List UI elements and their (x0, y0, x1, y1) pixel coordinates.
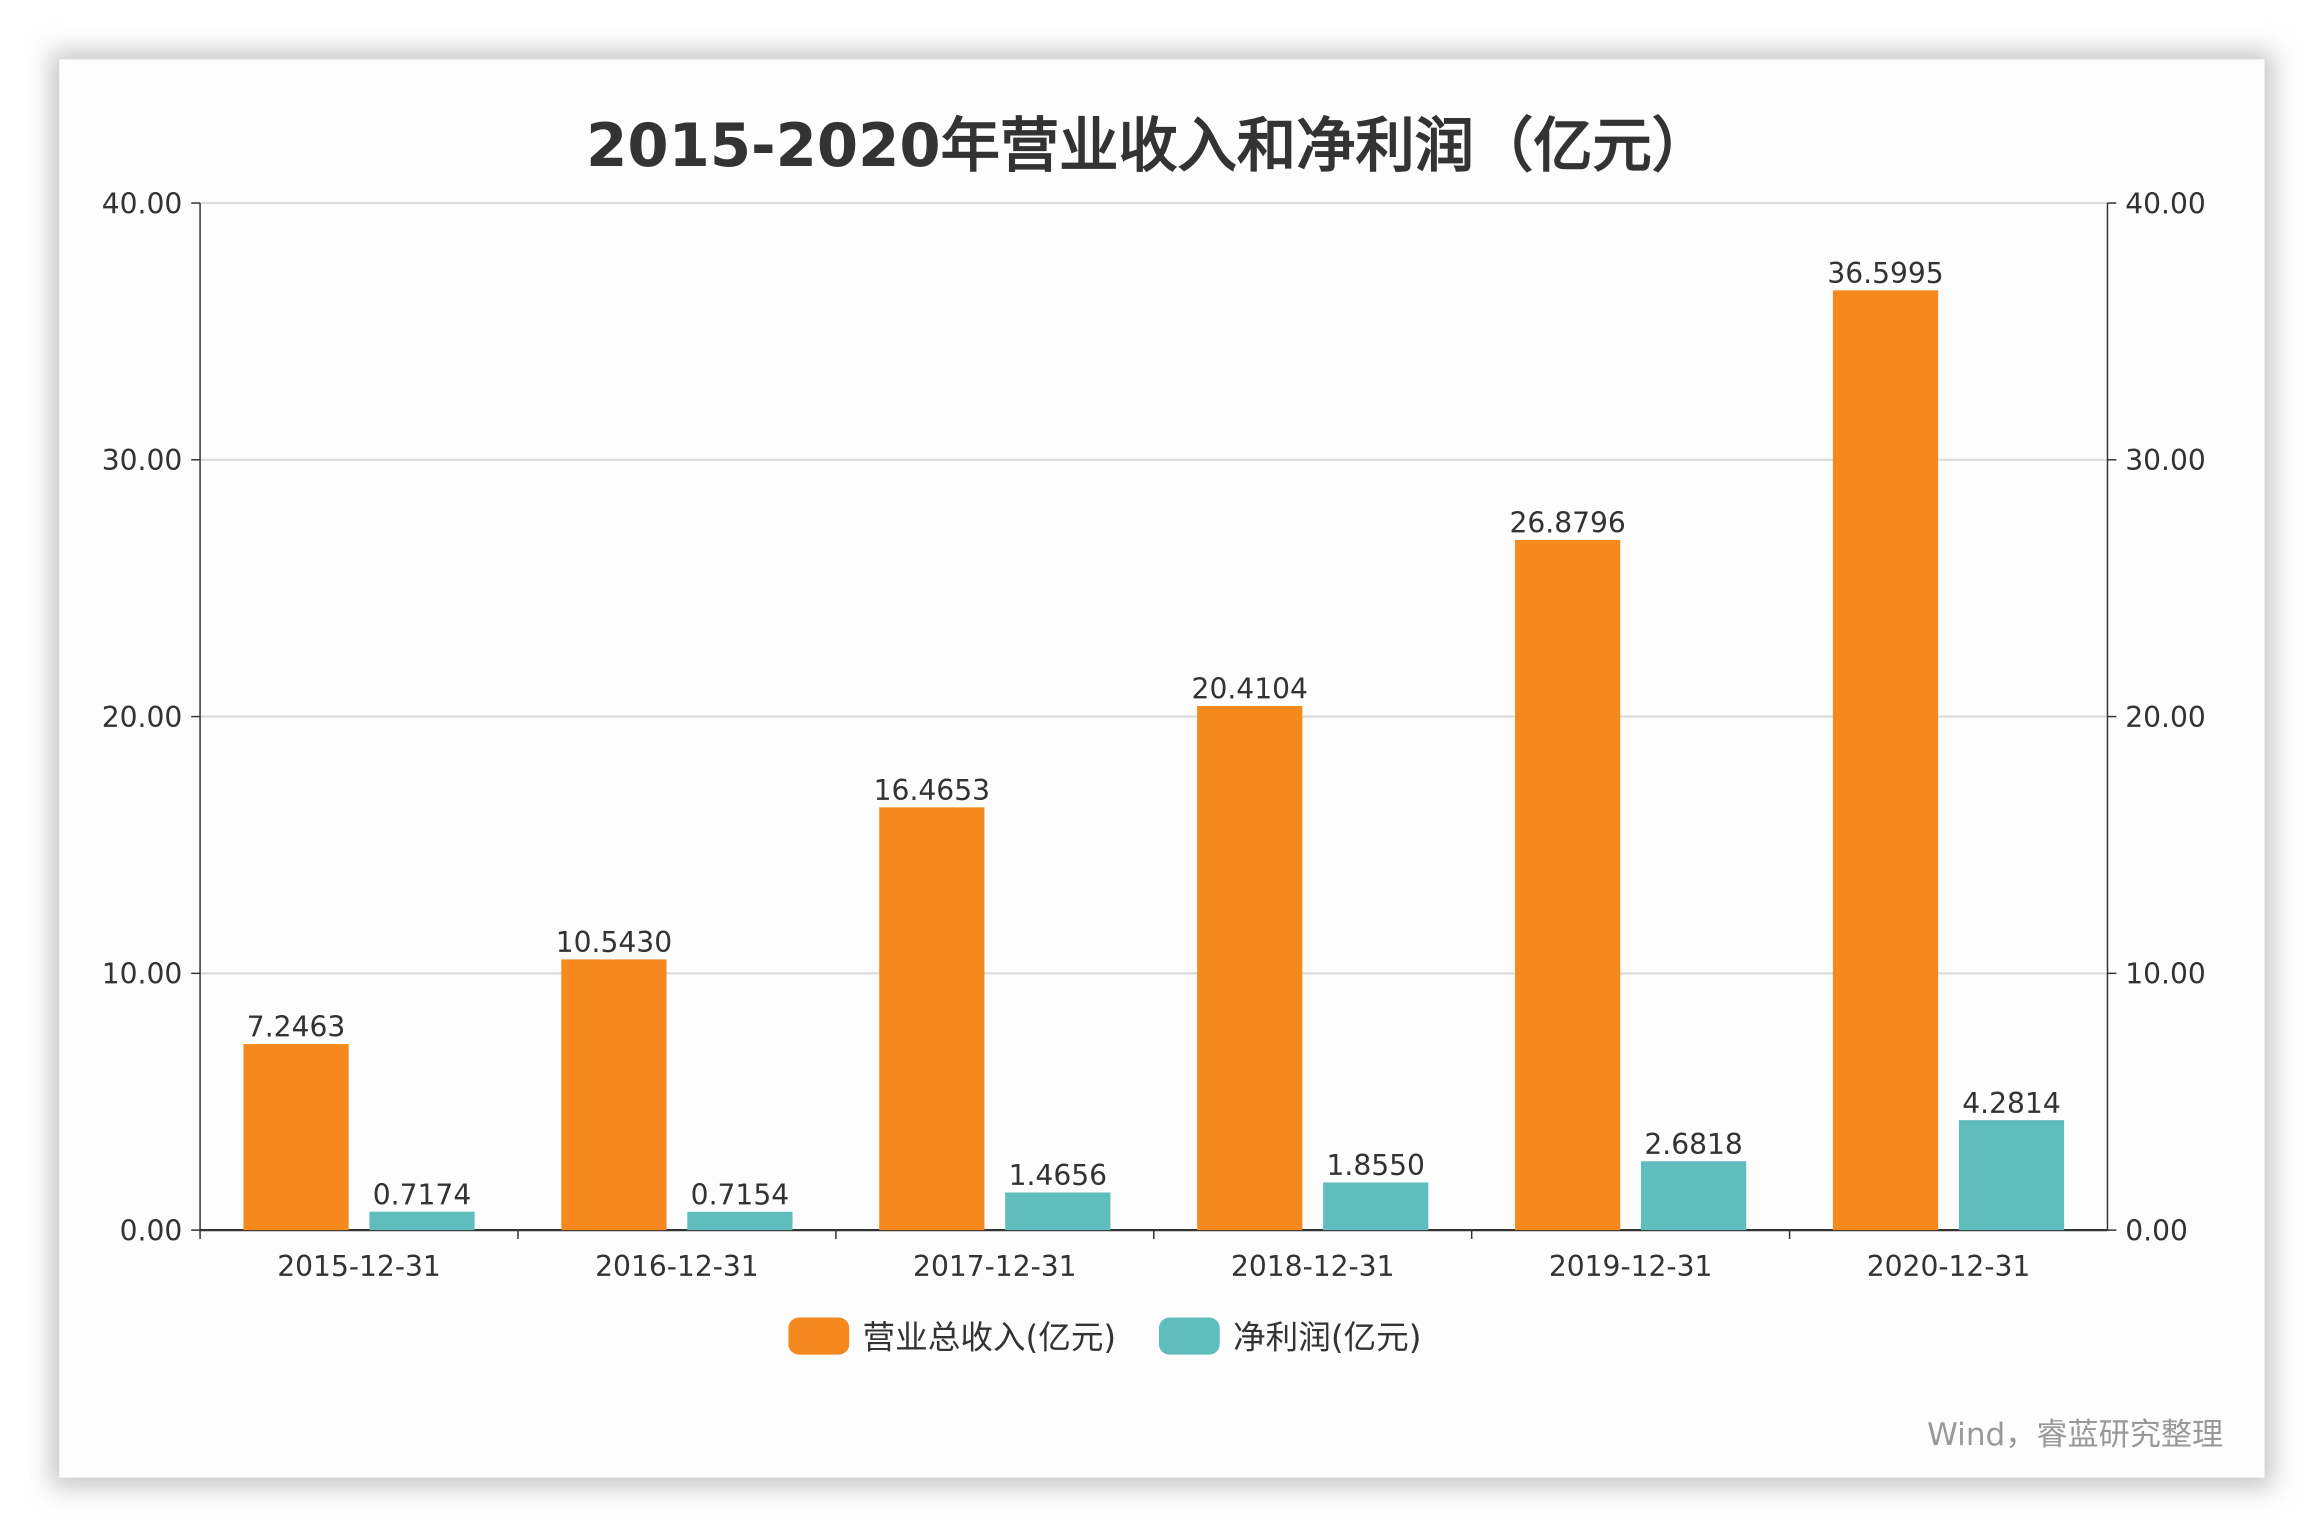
data-label-profit: 0.7154 (691, 1178, 789, 1211)
bar-revenue (879, 807, 985, 1231)
x-tick-label: 2016-12-31 (595, 1250, 759, 1283)
data-label-revenue: 36.5995 (1827, 257, 1943, 290)
legend: 营业总收入(亿元) 净利润(亿元) (788, 1317, 1421, 1357)
y2-tick-label: 10.00 (2125, 958, 2206, 991)
x-tick-label: 2018-12-31 (1231, 1250, 1395, 1283)
bar-revenue (243, 1044, 349, 1231)
bar-revenue (1832, 290, 1939, 1231)
y2-tick-label: 20.00 (2125, 701, 2206, 734)
data-label-revenue: 20.4104 (1192, 673, 1308, 706)
x-tick-label: 2017-12-31 (913, 1250, 1077, 1283)
data-label-revenue: 7.2463 (247, 1011, 345, 1044)
y-tick-label: 20.00 (102, 701, 183, 734)
y2-tick-label: 30.00 (2125, 444, 2206, 477)
data-label-revenue: 16.4653 (874, 774, 990, 807)
data-label-profit: 1.4656 (1009, 1159, 1107, 1192)
legend-swatch-revenue[interactable] (788, 1317, 850, 1355)
bar-profit (1958, 1120, 2065, 1231)
legend-swatch-profit[interactable] (1158, 1317, 1220, 1355)
bar-profit (1641, 1161, 1747, 1231)
x-tick-label: 2015-12-31 (277, 1250, 441, 1283)
bar-revenue (1197, 706, 1303, 1231)
data-label-profit: 0.7174 (373, 1178, 471, 1211)
x-tick-label: 2020-12-31 (1867, 1250, 2031, 1283)
bar-revenue (1515, 539, 1621, 1231)
bar-profit (1005, 1192, 1111, 1231)
y-tick-label: 0.00 (120, 1214, 183, 1247)
bar-profit (1323, 1182, 1429, 1231)
data-label-revenue: 10.5430 (556, 926, 672, 959)
legend-label-profit[interactable]: 净利润(亿元) (1233, 1319, 1421, 1357)
bar-profit (687, 1211, 793, 1231)
data-label-profit: 2.6818 (1644, 1128, 1742, 1161)
y-tick-label: 30.00 (102, 444, 183, 477)
source-note: Wind，睿蓝研究整理 (1927, 1417, 2223, 1453)
data-label-revenue: 26.8796 (1509, 507, 1625, 540)
x-tick-label: 2019-12-31 (1549, 1250, 1713, 1283)
bar-revenue (561, 959, 667, 1231)
y-tick-label: 40.00 (102, 187, 183, 220)
data-label-profit: 1.8550 (1326, 1149, 1424, 1182)
legend-label-revenue[interactable]: 营业总收入(亿元) (863, 1319, 1117, 1357)
chart-title: 2015-2020年营业收入和净利润（亿元） (586, 111, 1711, 180)
y2-tick-label: 0.00 (2125, 1214, 2188, 1247)
y2-tick-label: 40.00 (2125, 187, 2206, 220)
data-label-profit: 4.2814 (1962, 1087, 2060, 1120)
y-tick-label: 10.00 (102, 958, 183, 991)
bar-profit (369, 1211, 475, 1231)
